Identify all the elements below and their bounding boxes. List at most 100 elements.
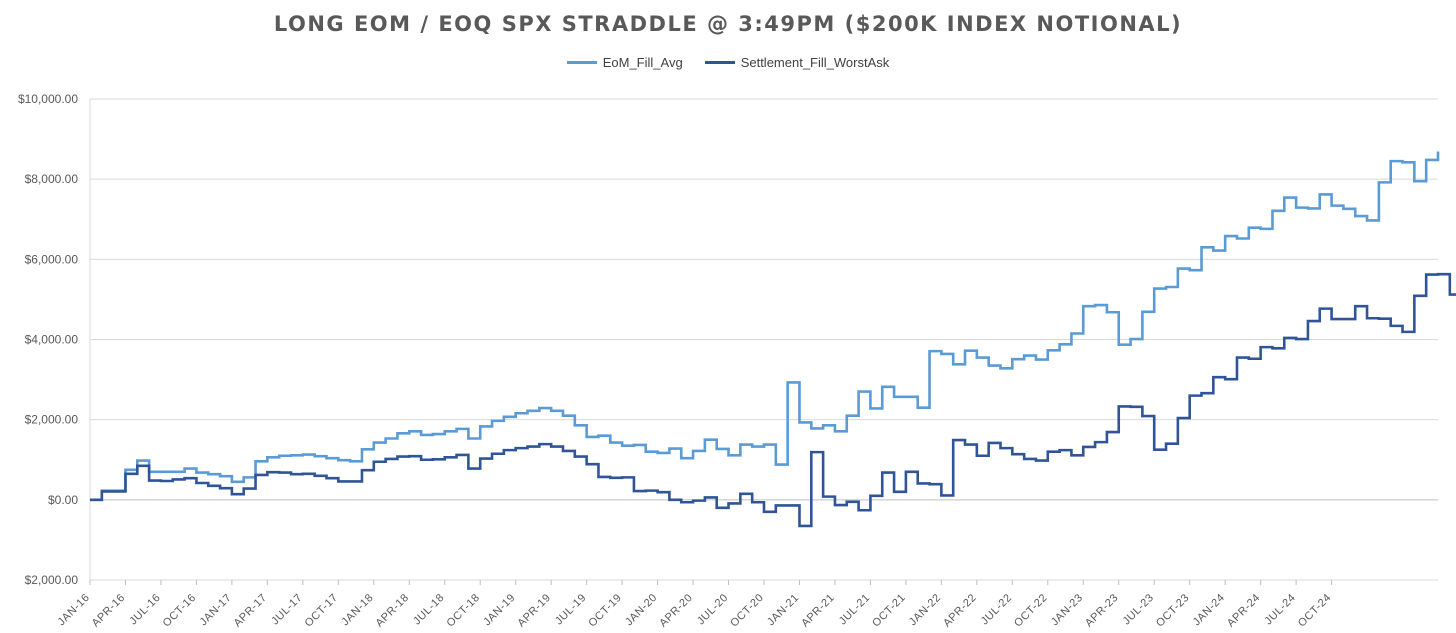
data-point-settlement-fill-worstask	[597, 476, 599, 478]
data-point-settlement-fill-worstask	[1189, 395, 1191, 397]
legend-swatch-settlement-fill-worstask	[704, 61, 735, 64]
data-point-eom-fill-avg	[1094, 304, 1096, 306]
data-point-settlement-fill-worstask	[562, 450, 564, 452]
data-point-eom-fill-avg	[1283, 197, 1285, 199]
data-point-settlement-fill-worstask	[420, 459, 422, 461]
data-point-settlement-fill-worstask	[467, 468, 469, 470]
data-point-eom-fill-avg	[160, 471, 162, 473]
data-point-settlement-fill-worstask	[1331, 318, 1333, 320]
data-point-settlement-fill-worstask	[609, 477, 611, 479]
data-point-settlement-fill-worstask	[775, 504, 777, 506]
data-point-settlement-fill-worstask	[1413, 295, 1415, 297]
x-tick-label: OCT-23	[1154, 592, 1192, 630]
data-point-eom-fill-avg	[645, 451, 647, 453]
data-point-settlement-fill-worstask	[586, 463, 588, 465]
y-tick-label: $6,000.00	[25, 252, 79, 266]
data-point-eom-fill-avg	[302, 454, 304, 456]
data-point-eom-fill-avg	[432, 433, 434, 435]
data-point-settlement-fill-worstask	[917, 482, 919, 484]
data-point-eom-fill-avg	[668, 448, 670, 450]
data-point-eom-fill-avg	[1413, 180, 1415, 182]
data-point-eom-fill-avg	[491, 420, 493, 422]
y-tick-label: $10,000.00	[18, 92, 78, 106]
data-point-eom-fill-avg	[1295, 207, 1297, 209]
legend-swatch-eom-fill-avg	[566, 61, 597, 64]
data-point-settlement-fill-worstask	[136, 465, 138, 467]
x-tick-label: APR-23	[1083, 592, 1121, 630]
data-point-eom-fill-avg	[976, 357, 978, 359]
data-point-settlement-fill-worstask	[124, 473, 126, 475]
data-point-eom-fill-avg	[1201, 246, 1203, 248]
data-point-eom-fill-avg	[184, 468, 186, 470]
data-point-eom-fill-avg	[1070, 332, 1072, 334]
data-point-settlement-fill-worstask	[1165, 443, 1167, 445]
data-point-settlement-fill-worstask	[1283, 337, 1285, 339]
data-point-eom-fill-avg	[219, 475, 221, 477]
data-point-settlement-fill-worstask	[373, 461, 375, 463]
x-tick-label: OCT-20	[728, 592, 766, 630]
data-point-eom-fill-avg	[325, 457, 327, 459]
data-point-settlement-fill-worstask	[515, 447, 517, 449]
data-point-settlement-fill-worstask	[432, 458, 434, 460]
x-tick-label: OCT-17	[303, 592, 341, 630]
data-point-settlement-fill-worstask	[302, 473, 304, 475]
data-point-settlement-fill-worstask	[893, 491, 895, 493]
data-point-settlement-fill-worstask	[952, 439, 954, 441]
legend-label-settlement-fill-worstask: Settlement_Fill_WorstAsk	[740, 55, 890, 70]
data-point-eom-fill-avg	[195, 472, 197, 474]
data-point-settlement-fill-worstask	[929, 483, 931, 485]
data-point-eom-fill-avg	[798, 421, 800, 423]
data-point-eom-fill-avg	[858, 391, 860, 393]
x-tick-label: OCT-24	[1296, 592, 1334, 630]
x-tick-label: JUL-19	[553, 592, 589, 628]
data-point-settlement-fill-worstask	[1271, 347, 1273, 349]
data-point-settlement-fill-worstask	[1236, 357, 1238, 359]
data-point-settlement-fill-worstask	[101, 490, 103, 492]
data-point-settlement-fill-worstask	[787, 504, 789, 506]
data-point-eom-fill-avg	[479, 425, 481, 427]
data-point-eom-fill-avg	[550, 410, 552, 412]
x-tick-label: OCT-18	[444, 592, 482, 630]
data-point-settlement-fill-worstask	[1177, 417, 1179, 419]
data-point-eom-fill-avg	[1082, 305, 1084, 307]
data-point-eom-fill-avg	[952, 363, 954, 365]
data-point-eom-fill-avg	[527, 410, 529, 412]
data-point-settlement-fill-worstask	[1307, 320, 1309, 322]
data-point-eom-fill-avg	[905, 396, 907, 398]
data-point-eom-fill-avg	[574, 424, 576, 426]
data-point-settlement-fill-worstask	[1390, 325, 1392, 327]
data-point-settlement-fill-worstask	[219, 487, 221, 489]
data-point-settlement-fill-worstask	[1011, 453, 1013, 455]
data-point-settlement-fill-worstask	[1059, 449, 1061, 451]
y-tick-label: $8,000.00	[25, 172, 79, 186]
data-point-settlement-fill-worstask	[1153, 449, 1155, 451]
legend-item-eom-fill-avg[interactable]: EoM_Fill_Avg	[566, 55, 683, 70]
data-point-eom-fill-avg	[716, 448, 718, 450]
legend-item-settlement-fill-worstask[interactable]: Settlement_Fill_WorstAsk	[704, 55, 890, 70]
data-point-eom-fill-avg	[751, 446, 753, 448]
data-point-settlement-fill-worstask	[869, 495, 871, 497]
data-point-settlement-fill-worstask	[1023, 458, 1025, 460]
data-point-eom-fill-avg	[1236, 237, 1238, 239]
data-point-settlement-fill-worstask	[527, 446, 529, 448]
data-point-settlement-fill-worstask	[160, 480, 162, 482]
data-point-eom-fill-avg	[1366, 219, 1368, 221]
data-point-eom-fill-avg	[1130, 338, 1132, 340]
data-point-eom-fill-avg	[562, 415, 564, 417]
x-tick-label: JUL-20	[695, 592, 731, 628]
data-point-settlement-fill-worstask	[751, 501, 753, 503]
y-tick-label: $2,000.00	[25, 573, 79, 587]
data-point-settlement-fill-worstask	[692, 500, 694, 502]
data-point-settlement-fill-worstask	[1035, 460, 1037, 462]
data-point-eom-fill-avg	[1011, 358, 1013, 360]
data-point-settlement-fill-worstask	[456, 454, 458, 456]
x-tick-label: JAN-24	[1191, 592, 1228, 629]
data-point-settlement-fill-worstask	[645, 490, 647, 492]
data-point-eom-fill-avg	[1047, 349, 1049, 351]
y-tick-label: $2,000.00	[25, 413, 79, 427]
data-point-eom-fill-avg	[586, 436, 588, 438]
data-point-eom-fill-avg	[136, 460, 138, 462]
data-point-settlement-fill-worstask	[361, 469, 363, 471]
data-point-eom-fill-avg	[822, 424, 824, 426]
data-point-settlement-fill-worstask	[503, 449, 505, 451]
